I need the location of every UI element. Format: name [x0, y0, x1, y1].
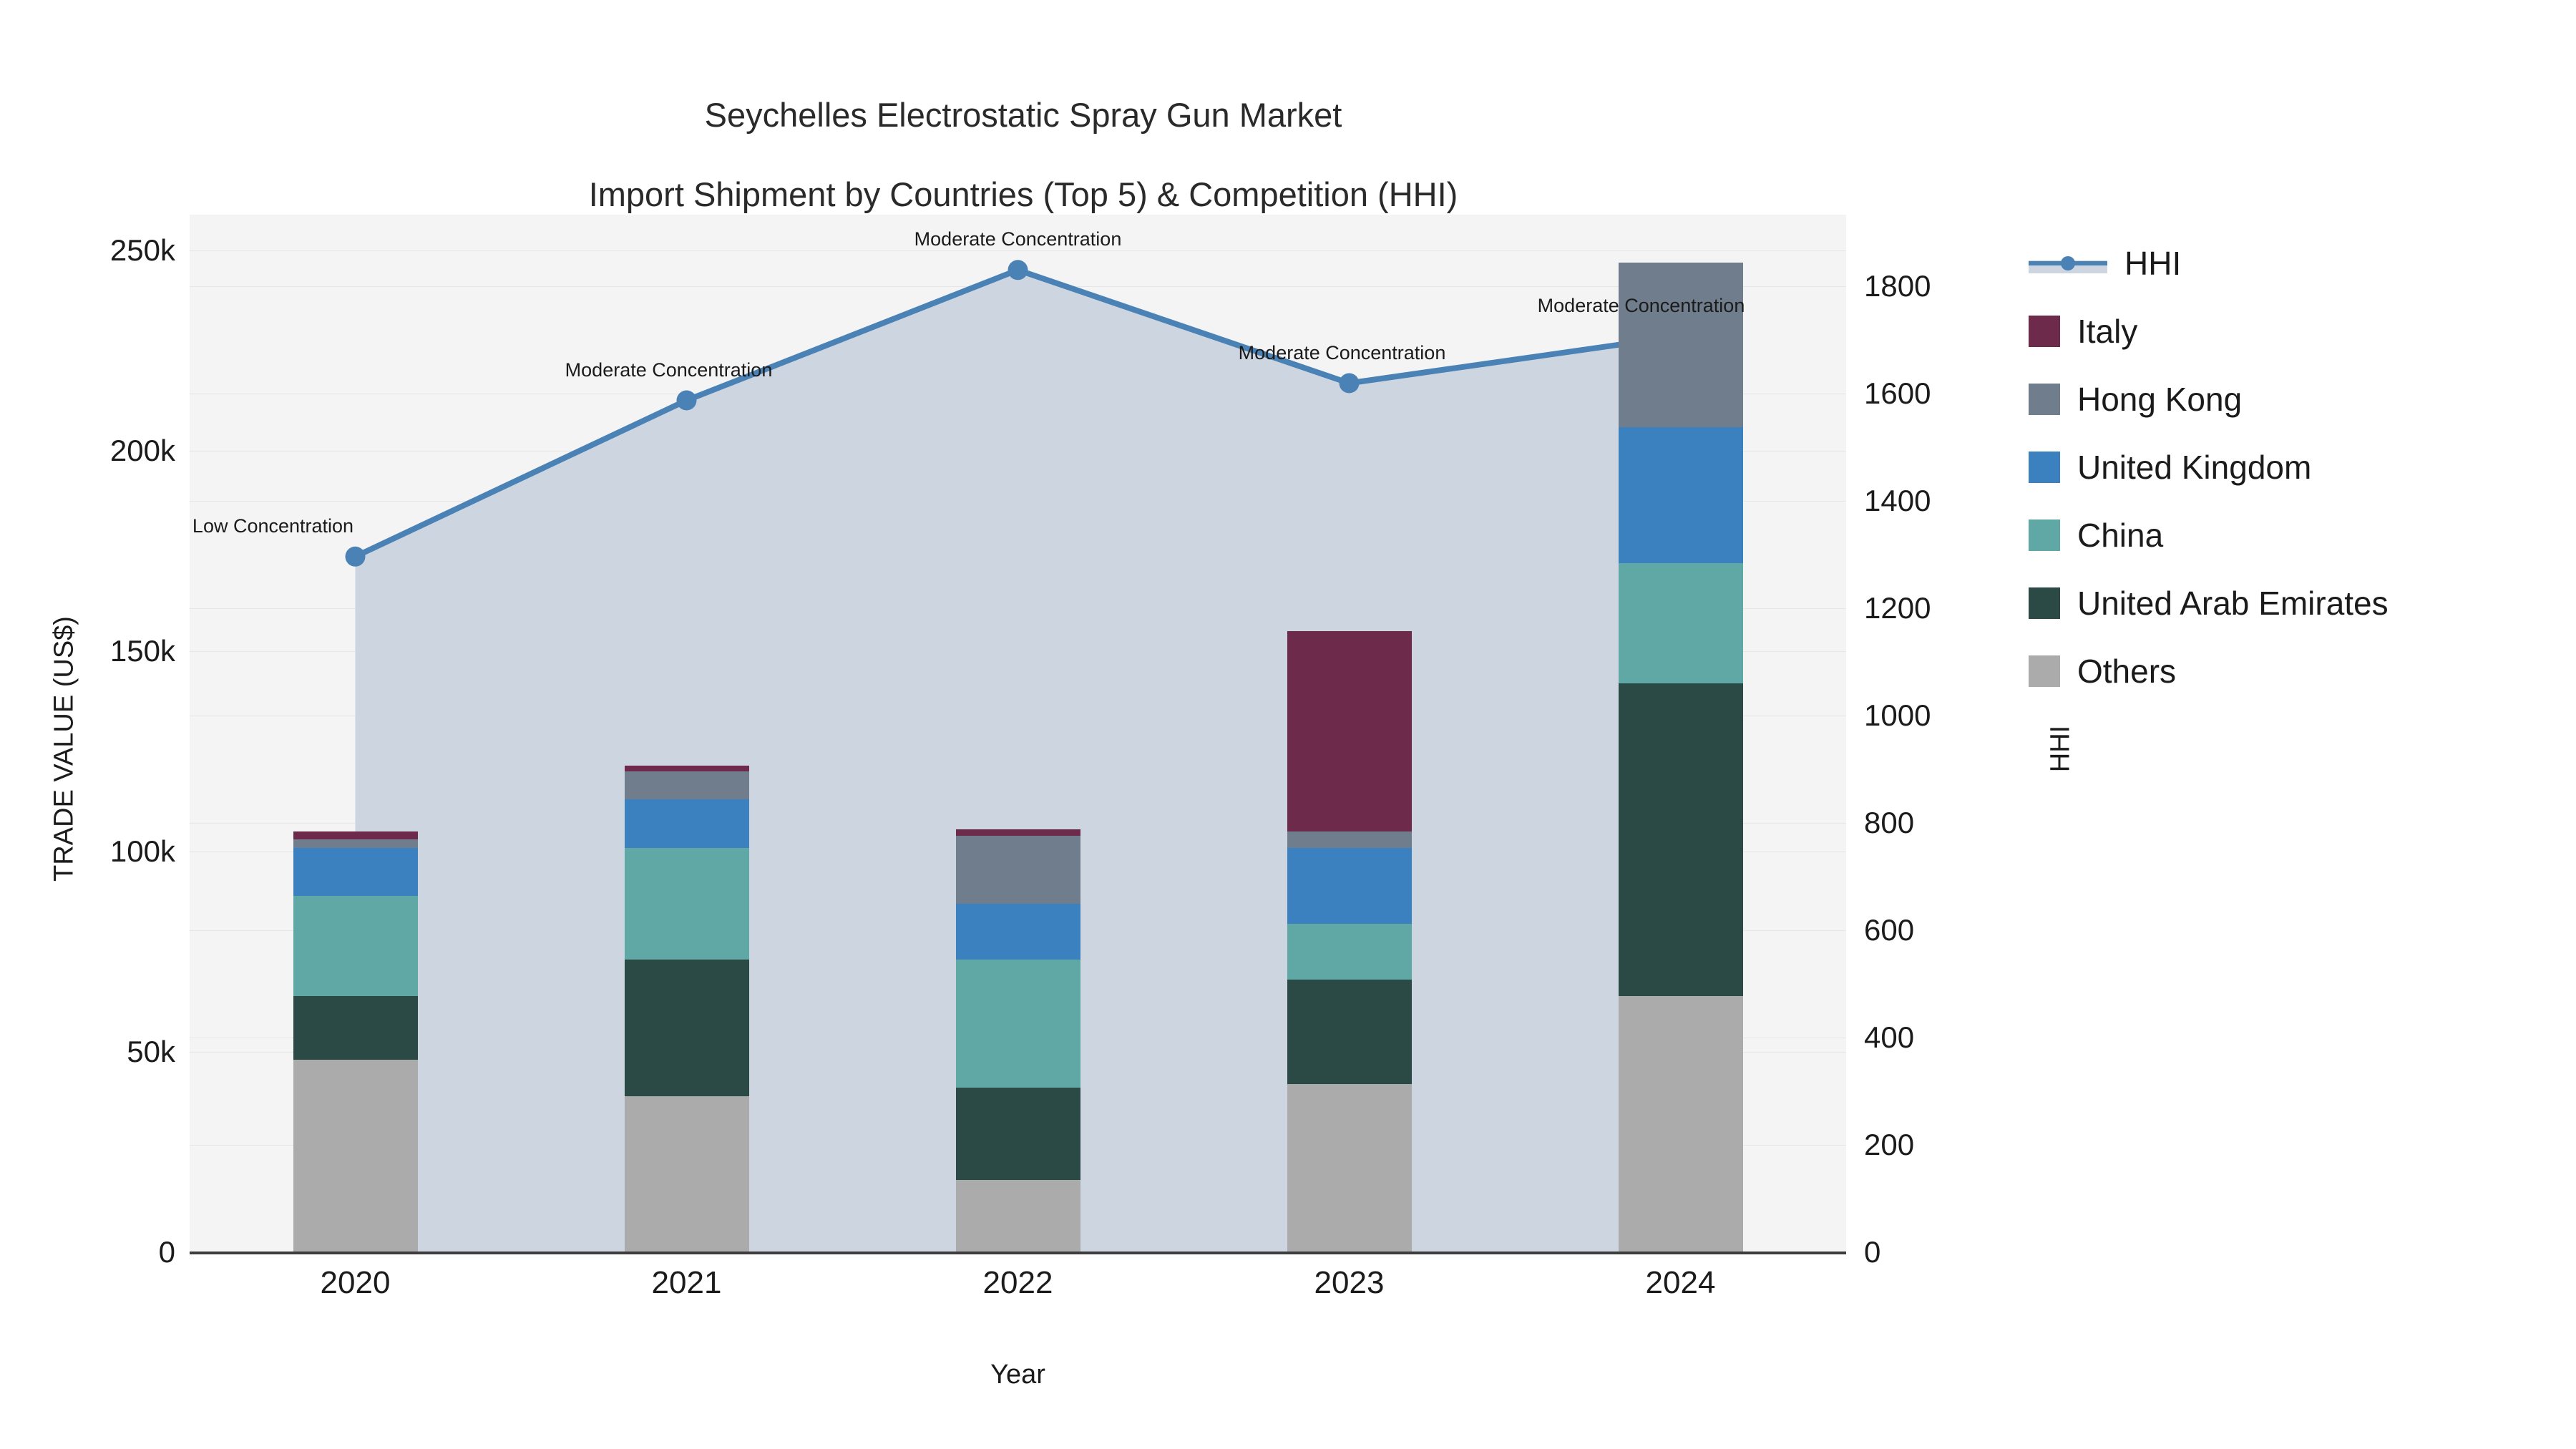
- bar-segment[interactable]: [293, 831, 418, 840]
- chart-title-line-1: Seychelles Electrostatic Spray Gun Marke…: [704, 96, 1342, 135]
- bar-segment[interactable]: [955, 835, 1080, 904]
- x-axis-tick-label: 2021: [651, 1265, 722, 1300]
- concentration-annotation: Moderate Concentration: [1238, 341, 1446, 364]
- y-axis-right-tick-label: 1800: [1864, 268, 1931, 303]
- legend-item[interactable]: China: [2029, 501, 2389, 569]
- bar-segment[interactable]: [624, 847, 749, 960]
- bar-segment[interactable]: [1287, 923, 1412, 980]
- y-axis-left-ticks: 0 50k 100k 150k 200k 250k: [0, 0, 175, 1449]
- bar-segment[interactable]: [1618, 263, 1743, 427]
- bar-group: [955, 215, 1080, 1252]
- legend-item-label: Others: [2077, 652, 2177, 690]
- bar-segment[interactable]: [624, 771, 749, 800]
- legend-color-swatch: [2029, 383, 2060, 415]
- bar-segment[interactable]: [955, 903, 1080, 960]
- legend-item-label: United Kingdom: [2077, 448, 2312, 486]
- x-axis-tick-label: 2023: [1314, 1265, 1385, 1300]
- x-axis-title: Year: [990, 1360, 1045, 1390]
- chart-title-line-2: Import Shipment by Countries (Top 5) & C…: [588, 175, 1458, 214]
- legend-item[interactable]: HHI: [2029, 229, 2389, 297]
- bar-segment[interactable]: [1287, 831, 1412, 848]
- bar-segment[interactable]: [1287, 980, 1412, 1084]
- x-axis-tick-label: 2022: [982, 1265, 1053, 1300]
- y-axis-right-tick-label: 800: [1864, 805, 1915, 839]
- bar-segment[interactable]: [955, 960, 1080, 1088]
- bar-segment[interactable]: [1287, 1083, 1412, 1252]
- legend-item-label: United Arab Emirates: [2077, 584, 2389, 622]
- x-axis-tick-label: 2024: [1645, 1265, 1716, 1300]
- legend-color-swatch: [2029, 655, 2060, 687]
- legend-item-label: HHI: [2124, 244, 2182, 282]
- y-axis-left-tick-label: 50k: [127, 1035, 175, 1069]
- bar-segment[interactable]: [624, 799, 749, 848]
- plot-area: Low Concentration Moderate Concentration M…: [190, 215, 1846, 1253]
- legend-item-label: China: [2077, 516, 2164, 554]
- gridline: [190, 250, 1846, 252]
- bar-segment[interactable]: [1287, 631, 1412, 832]
- bar-segment[interactable]: [293, 895, 418, 996]
- chart-title: Seychelles Electrostatic Spray Gun Marke…: [0, 56, 2046, 254]
- legend-item[interactable]: Others: [2029, 637, 2389, 705]
- bar-segment[interactable]: [1618, 683, 1743, 996]
- legend-line-icon: [2029, 248, 2107, 279]
- bar-segment[interactable]: [1618, 563, 1743, 684]
- concentration-annotation: Low Concentration: [192, 514, 354, 537]
- bar-segment[interactable]: [624, 960, 749, 1096]
- y-axis-left-tick-label: 200k: [109, 434, 175, 468]
- y-axis-right-tick-label: 1000: [1864, 698, 1931, 732]
- bar-segment[interactable]: [1618, 995, 1743, 1252]
- y-axis-right-tick-label: 1400: [1864, 483, 1931, 517]
- y-axis-left-tick-label: 100k: [109, 834, 175, 869]
- x-axis-line: [190, 1252, 1846, 1254]
- y-axis-right-tick-label: 1600: [1864, 376, 1931, 410]
- chart-legend: HHI Italy Hong Kong United Kingdom China Unit…: [2029, 229, 2389, 705]
- concentration-annotation: Moderate Concentration: [565, 358, 773, 381]
- y-axis-right-tick-label: 400: [1864, 1020, 1915, 1054]
- x-axis-tick-label: 2020: [320, 1265, 391, 1300]
- bar-group: [293, 215, 418, 1252]
- y-axis-right-tick-label: 1200: [1864, 590, 1931, 625]
- concentration-annotation: Moderate Concentration: [1537, 294, 1745, 316]
- bar-segment[interactable]: [1287, 847, 1412, 924]
- legend-color-swatch: [2029, 587, 2060, 619]
- legend-color-swatch: [2029, 451, 2060, 483]
- legend-item[interactable]: Hong Kong: [2029, 365, 2389, 433]
- y-axis-right-tick-label: 0: [1864, 1235, 1881, 1269]
- legend-item-label: Hong Kong: [2077, 380, 2243, 418]
- hhi-data-point[interactable]: [1339, 373, 1360, 394]
- y-axis-right-ticks: 0 200 400 600 800 1000 1200 1400 1600 1800: [1864, 0, 2050, 1449]
- bar-segment[interactable]: [955, 1088, 1080, 1181]
- y-axis-left-title: TRADE VALUE (US$): [49, 616, 79, 882]
- bar-segment[interactable]: [293, 995, 418, 1060]
- bar-segment[interactable]: [624, 1096, 749, 1252]
- bar-segment[interactable]: [955, 1180, 1080, 1252]
- y-axis-right-tick-label: 200: [1864, 1127, 1915, 1161]
- legend-item[interactable]: United Arab Emirates: [2029, 569, 2389, 637]
- y-axis-left-tick-label: 0: [158, 1235, 175, 1269]
- bar-group: [1618, 215, 1743, 1252]
- legend-color-swatch: [2029, 315, 2060, 347]
- bar-segment[interactable]: [293, 1060, 418, 1252]
- bar-segment[interactable]: [293, 847, 418, 896]
- concentration-annotation: Moderate Concentration: [914, 228, 1122, 250]
- legend-item[interactable]: Italy: [2029, 297, 2389, 365]
- bar-segment[interactable]: [293, 839, 418, 848]
- bar-segment[interactable]: [955, 829, 1080, 836]
- bar-group: [1287, 215, 1412, 1252]
- y-axis-right-tick-label: 600: [1864, 912, 1915, 947]
- legend-color-swatch: [2029, 519, 2060, 551]
- hhi-data-point[interactable]: [676, 390, 697, 411]
- y-axis-left-tick-label: 250k: [109, 233, 175, 268]
- y-axis-left-tick-label: 150k: [109, 634, 175, 668]
- bar-segment[interactable]: [1618, 426, 1743, 564]
- legend-marker-dot: [2061, 255, 2075, 270]
- hhi-data-point[interactable]: [345, 546, 366, 567]
- hhi-data-point[interactable]: [1008, 260, 1028, 280]
- legend-item-label: Italy: [2077, 312, 2138, 350]
- bar-group: [624, 215, 749, 1252]
- bar-segment[interactable]: [624, 765, 749, 772]
- legend-item[interactable]: United Kingdom: [2029, 433, 2389, 501]
